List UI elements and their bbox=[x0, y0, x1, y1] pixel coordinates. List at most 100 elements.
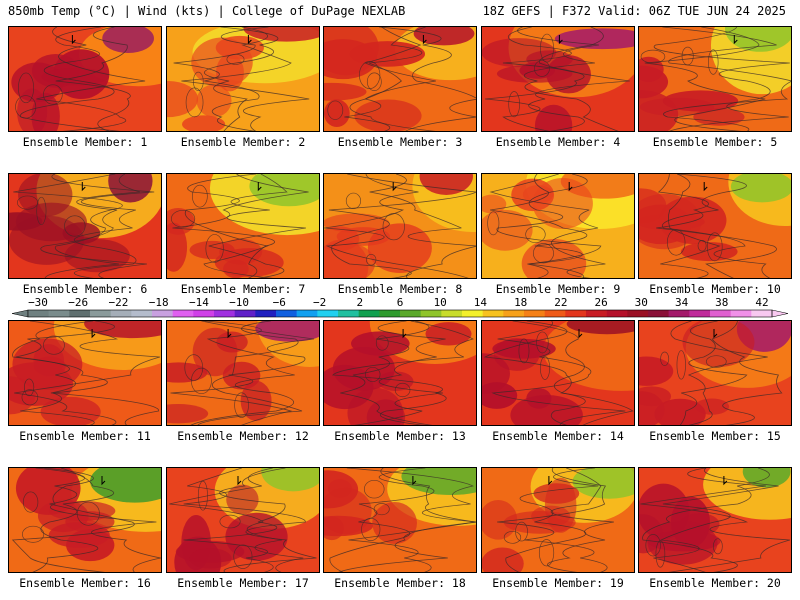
colorbar-swatch bbox=[503, 310, 525, 317]
colorbar-swatch bbox=[648, 310, 669, 317]
colorbar-outline bbox=[27, 309, 773, 318]
warm-region bbox=[639, 356, 674, 386]
ensemble-member-label: Ensemble Member: 12 bbox=[177, 429, 309, 443]
ensemble-map-panel bbox=[481, 467, 635, 573]
warm-region bbox=[324, 364, 374, 410]
colorbar-tick-label: 2 bbox=[356, 296, 363, 309]
height-contour bbox=[536, 331, 549, 354]
warm-region bbox=[377, 371, 414, 392]
wind-barb bbox=[558, 35, 563, 45]
warm-region bbox=[354, 99, 422, 131]
temperature-field bbox=[324, 27, 476, 131]
colorbar-tick-label: 18 bbox=[514, 296, 527, 309]
height-contour bbox=[21, 389, 39, 406]
accent-region bbox=[261, 468, 319, 492]
colorbar-tick-label: −14 bbox=[189, 296, 209, 309]
height-contour bbox=[328, 174, 476, 278]
colorbar-swatch bbox=[379, 310, 401, 317]
colorbar-swatch bbox=[296, 310, 318, 317]
colorbar-swatch bbox=[524, 310, 545, 317]
accent-region bbox=[730, 174, 791, 203]
height-contour bbox=[20, 27, 121, 131]
warm-region bbox=[522, 185, 554, 204]
colorbar-swatch bbox=[110, 310, 132, 317]
colorbar-tick-label: 42 bbox=[755, 296, 768, 309]
height-contour bbox=[517, 27, 619, 131]
height-contour bbox=[508, 91, 520, 118]
ensemble-map-panel bbox=[166, 320, 320, 426]
height-contour bbox=[332, 321, 474, 425]
accent-region bbox=[419, 174, 473, 195]
colorbar-tick-label: −6 bbox=[273, 296, 286, 309]
height-contour bbox=[539, 356, 551, 380]
height-contour bbox=[515, 521, 528, 542]
colorbar-swatch bbox=[400, 310, 421, 317]
ensemble-map-panel bbox=[8, 173, 162, 279]
height-contour bbox=[44, 468, 161, 572]
temperature-field bbox=[167, 468, 319, 572]
accent-region bbox=[566, 321, 634, 335]
ensemble-member-label: Ensemble Member: 11 bbox=[19, 429, 151, 443]
colorbar-tick-label: 38 bbox=[715, 296, 728, 309]
warm-region bbox=[324, 241, 376, 278]
height-contour bbox=[348, 468, 476, 572]
temperature-field bbox=[324, 468, 476, 572]
temperature-field bbox=[639, 27, 791, 131]
height-contour bbox=[36, 196, 47, 225]
ensemble-map-panel bbox=[638, 320, 792, 426]
wind-barb bbox=[412, 476, 417, 486]
colorbar-swatch bbox=[420, 310, 442, 317]
ensemble-member-label: Ensemble Member: 6 bbox=[22, 282, 148, 296]
accent-region bbox=[401, 468, 476, 496]
ensemble-member-label: Ensemble Member: 13 bbox=[334, 429, 466, 443]
warm-region bbox=[658, 196, 727, 244]
height-contour bbox=[18, 72, 35, 104]
colorbar-swatch bbox=[668, 310, 690, 317]
ensemble-map-panel bbox=[638, 173, 792, 279]
wind-barb bbox=[71, 35, 76, 45]
temperature-field bbox=[9, 468, 161, 572]
ensemble-member-label: Ensemble Member: 14 bbox=[492, 429, 624, 443]
colorbar-tick-label: 10 bbox=[434, 296, 447, 309]
height-contour bbox=[13, 174, 123, 278]
ensemble-member-label: Ensemble Member: 7 bbox=[180, 282, 306, 296]
height-contour bbox=[76, 501, 100, 526]
colorbar-swatch bbox=[730, 310, 752, 317]
wind-barb bbox=[703, 182, 708, 192]
height-contour bbox=[169, 468, 304, 572]
wind-barb bbox=[227, 329, 232, 339]
ensemble-map-panel bbox=[166, 26, 320, 132]
height-contour bbox=[32, 468, 115, 572]
ensemble-member-label: Ensemble Member: 10 bbox=[649, 282, 781, 296]
warm-region bbox=[639, 188, 667, 224]
height-contour bbox=[483, 321, 634, 425]
height-contour bbox=[234, 392, 249, 418]
temperature-field bbox=[482, 321, 634, 425]
ensemble-member-label: Ensemble Member: 4 bbox=[495, 135, 621, 149]
ensemble-member-label: Ensemble Member: 18 bbox=[334, 576, 466, 590]
warm-region bbox=[680, 242, 738, 262]
warm-region bbox=[189, 548, 232, 569]
warm-region bbox=[533, 483, 580, 504]
wind-barb bbox=[81, 182, 86, 192]
temperature-field bbox=[324, 321, 476, 425]
temperature-field bbox=[639, 468, 791, 572]
height-contour bbox=[204, 27, 279, 131]
colorbar-swatch bbox=[48, 310, 70, 317]
colorbar-swatch bbox=[627, 310, 649, 317]
wind-barb bbox=[568, 182, 573, 192]
colorbar-tick-label: −22 bbox=[108, 296, 128, 309]
ensemble-map-panel bbox=[323, 467, 477, 573]
height-contour bbox=[184, 354, 204, 381]
colorbar-swatch bbox=[338, 310, 359, 317]
warm-region bbox=[639, 391, 665, 425]
height-contour bbox=[394, 382, 411, 398]
colorbar-swatch bbox=[710, 310, 731, 317]
height-contour bbox=[172, 174, 309, 278]
colorbar-swatch bbox=[689, 310, 711, 317]
height-contour bbox=[16, 195, 39, 210]
height-contour bbox=[345, 192, 362, 210]
height-contour bbox=[640, 468, 791, 572]
colorbar-swatch bbox=[276, 310, 297, 317]
header-title: 850mb Temp (°C) | Wind (kts) | College o… bbox=[8, 4, 406, 18]
